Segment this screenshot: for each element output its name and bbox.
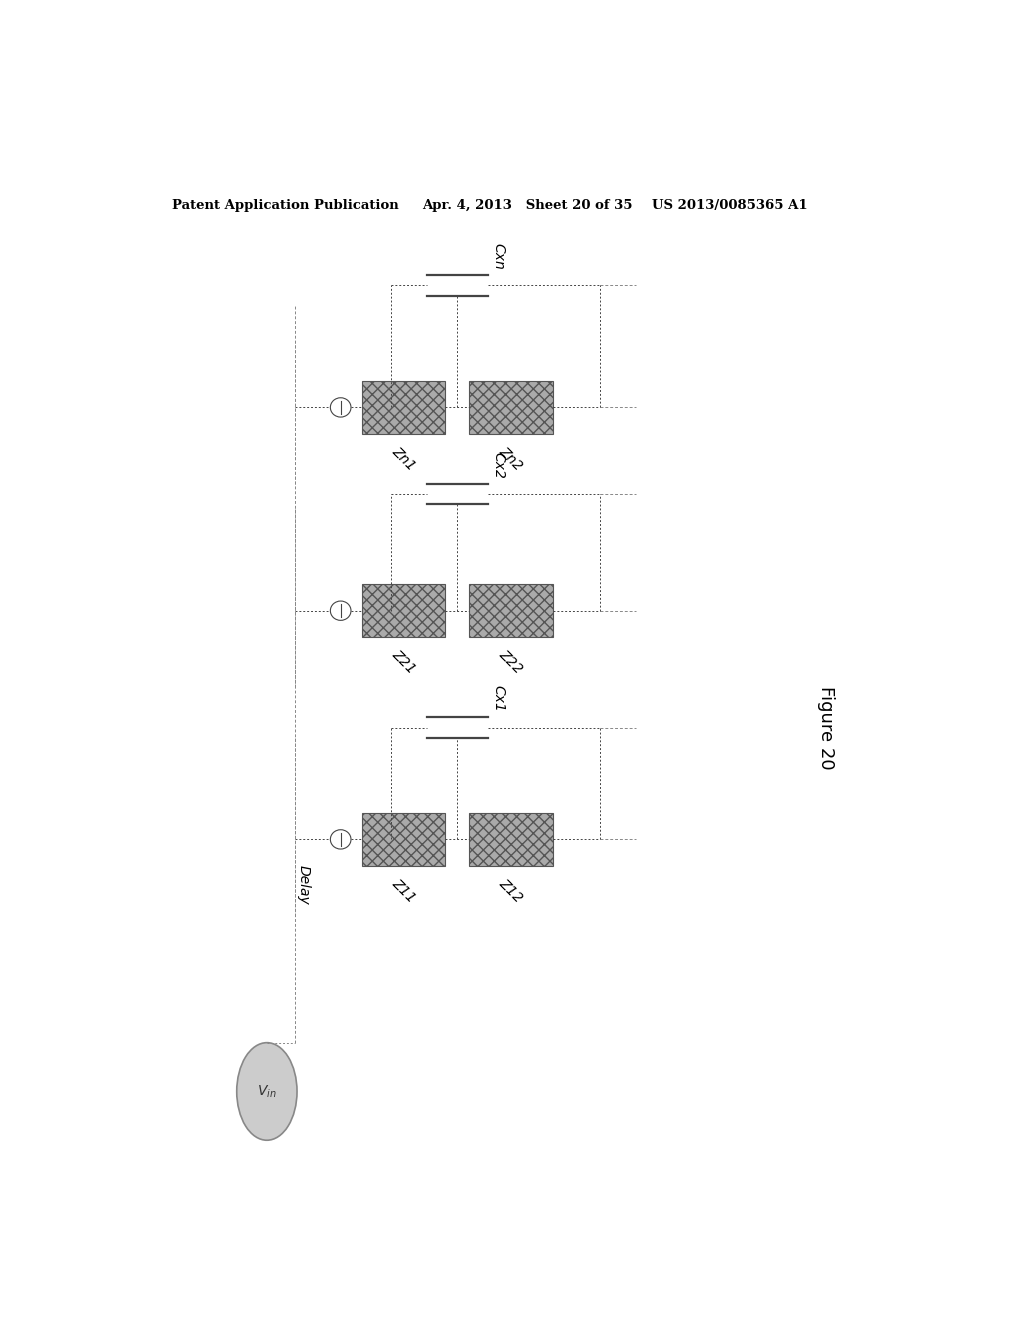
Text: Z11: Z11 xyxy=(389,876,419,906)
Text: Cxn: Cxn xyxy=(492,243,506,271)
Bar xyxy=(362,813,445,866)
Text: Z22: Z22 xyxy=(497,647,525,676)
Text: Zn1: Zn1 xyxy=(389,444,419,473)
Bar xyxy=(362,381,445,434)
Text: Figure 20: Figure 20 xyxy=(817,686,836,770)
Text: Z21: Z21 xyxy=(389,647,419,676)
Ellipse shape xyxy=(237,1043,297,1140)
Bar xyxy=(362,585,445,638)
Text: Zn2: Zn2 xyxy=(497,444,525,473)
Text: Cx1: Cx1 xyxy=(492,685,506,713)
Bar xyxy=(469,813,553,866)
Text: Z12: Z12 xyxy=(497,876,525,906)
Bar xyxy=(469,585,553,638)
Text: US 2013/0085365 A1: US 2013/0085365 A1 xyxy=(652,199,807,213)
Text: Cx2: Cx2 xyxy=(492,451,506,479)
Text: Patent Application Publication: Patent Application Publication xyxy=(172,199,398,213)
Text: Delay: Delay xyxy=(297,865,311,904)
Bar xyxy=(469,381,553,434)
Text: $V_{in}$: $V_{in}$ xyxy=(257,1084,276,1100)
Text: Apr. 4, 2013   Sheet 20 of 35: Apr. 4, 2013 Sheet 20 of 35 xyxy=(422,199,632,213)
